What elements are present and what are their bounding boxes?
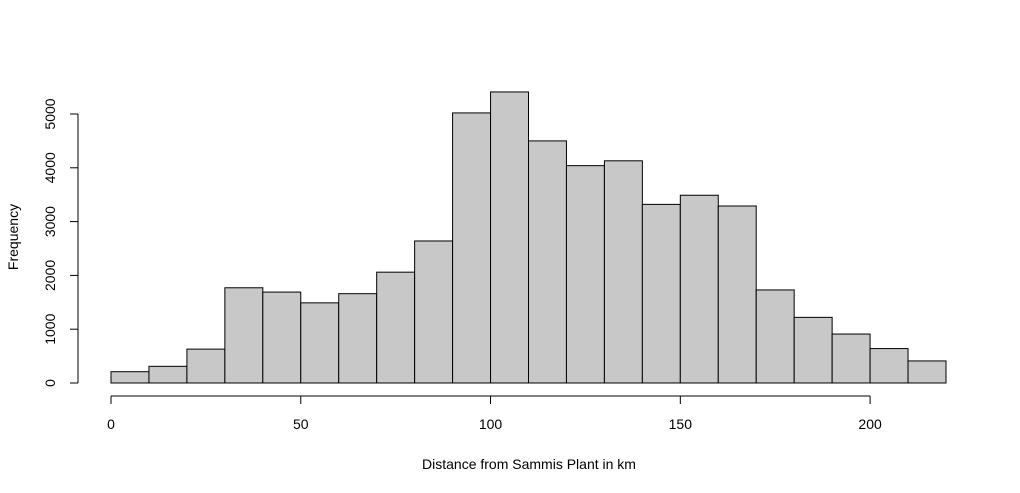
histogram-bar-200-210 <box>869 348 909 384</box>
histogram-bar-30-40 <box>224 287 264 384</box>
x-tick-label: 150 <box>669 416 693 432</box>
y-tick-label: 3000 <box>42 206 58 237</box>
histogram-bar-120-130 <box>565 165 605 384</box>
histogram-bar-90-100 <box>452 112 492 384</box>
x-tick-label: 0 <box>107 416 115 432</box>
y-axis: 0 1000 2000 3000 4000 5000 <box>42 98 79 387</box>
histogram-bar-180-190 <box>793 316 833 384</box>
histogram-bar-70-80 <box>376 271 416 384</box>
y-tick-label: 4000 <box>42 152 58 183</box>
histogram-bar-100-110 <box>490 91 529 384</box>
histogram-bar-140-150 <box>641 203 681 384</box>
histogram-bar-20-30 <box>186 348 226 384</box>
y-axis-title: Frequency <box>5 204 21 270</box>
histogram-bar-40-50 <box>262 291 302 384</box>
histogram-bar-170-180 <box>755 289 795 384</box>
histogram-bar-50-60 <box>300 302 340 384</box>
histogram-bar-60-70 <box>338 293 378 384</box>
histogram-bar-10-20 <box>148 365 188 384</box>
x-tick-label: 100 <box>479 416 503 432</box>
y-tick-label: 0 <box>42 379 58 387</box>
x-axis: 0 50 100 150 200 <box>107 395 882 432</box>
histogram-bar-210-220 <box>907 360 947 384</box>
histogram-bar-110-120 <box>528 140 567 384</box>
x-tick-label: 200 <box>858 416 882 432</box>
y-tick-label: 5000 <box>42 98 58 129</box>
histogram-bar-130-140 <box>603 160 643 384</box>
histogram-bar-160-170 <box>717 205 757 384</box>
x-axis-title: Distance from Sammis Plant in km <box>422 456 636 472</box>
y-tick-label: 1000 <box>42 313 58 344</box>
histogram-bar-190-200 <box>831 333 871 384</box>
histogram-bar-0-10 <box>110 371 150 384</box>
x-tick-label: 50 <box>293 416 309 432</box>
bars-group <box>110 91 947 384</box>
y-tick-label: 2000 <box>42 260 58 291</box>
histogram-bar-150-160 <box>679 194 719 384</box>
histogram-bar-80-90 <box>414 240 454 384</box>
